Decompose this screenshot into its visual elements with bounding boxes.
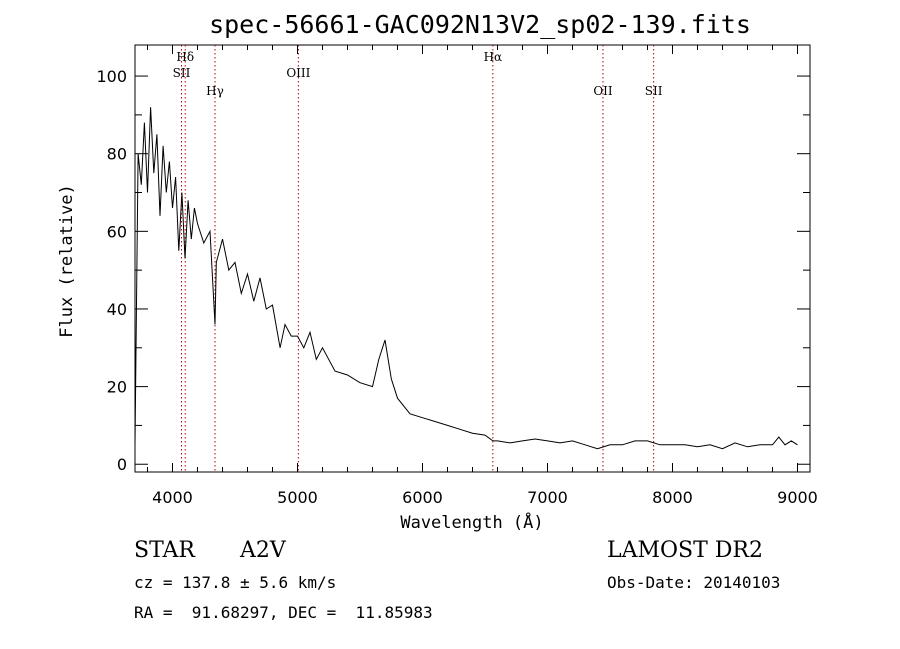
object-class: STAR	[134, 538, 195, 563]
x-tick-label: 6000	[402, 488, 443, 507]
y-tick-label: 80	[107, 145, 127, 164]
y-tick-label: 60	[107, 222, 127, 241]
spectral-line-label: Hδ	[176, 50, 194, 64]
object-subclass: A2V	[240, 538, 286, 563]
x-axis-label: Wavelength (Å)	[400, 511, 543, 533]
y-axis-label: Flux (relative)	[57, 184, 77, 338]
observation-date: Obs-Date: 20140103	[607, 573, 781, 592]
survey-label: LAMOST DR2	[607, 538, 763, 563]
x-tick-label: 5000	[277, 488, 318, 507]
plot-frame	[134, 44, 811, 473]
spectral-line-label: OII	[593, 84, 613, 98]
spectral-line-label: OIII	[286, 66, 310, 80]
y-tick-label: 100	[96, 67, 127, 86]
x-tick-label: 8000	[652, 488, 693, 507]
y-tick-label: 20	[107, 378, 127, 397]
axis-ticks: 4000 5000 6000 7000 8000 9000 0 20 40 60 80 100	[96, 45, 818, 507]
spectral-line-label: SII	[645, 84, 663, 98]
x-tick-label: 7000	[527, 488, 568, 507]
y-tick-label: 40	[107, 300, 127, 319]
chart-title: spec-56661-GAC092N13V2_sp02-139.fits	[209, 10, 751, 39]
redshift-cz: cz = 137.8 ± 5.6 km/s	[134, 573, 337, 592]
x-tick-label: 9000	[777, 488, 818, 507]
spectral-line-markers: SII Hδ Hγ OIII Hα OII SII	[173, 45, 663, 472]
ra-dec-coordinates: RA = 91.68297, DEC = 11.85983	[134, 603, 433, 622]
y-tick-label: 0	[117, 455, 127, 474]
spectral-line-label: SII	[173, 66, 191, 80]
spectral-line-label: Hα	[484, 50, 503, 64]
spectrum-series-line	[134, 107, 798, 450]
x-tick-label: 4000	[152, 488, 193, 507]
spectral-line-label: Hγ	[206, 84, 224, 98]
